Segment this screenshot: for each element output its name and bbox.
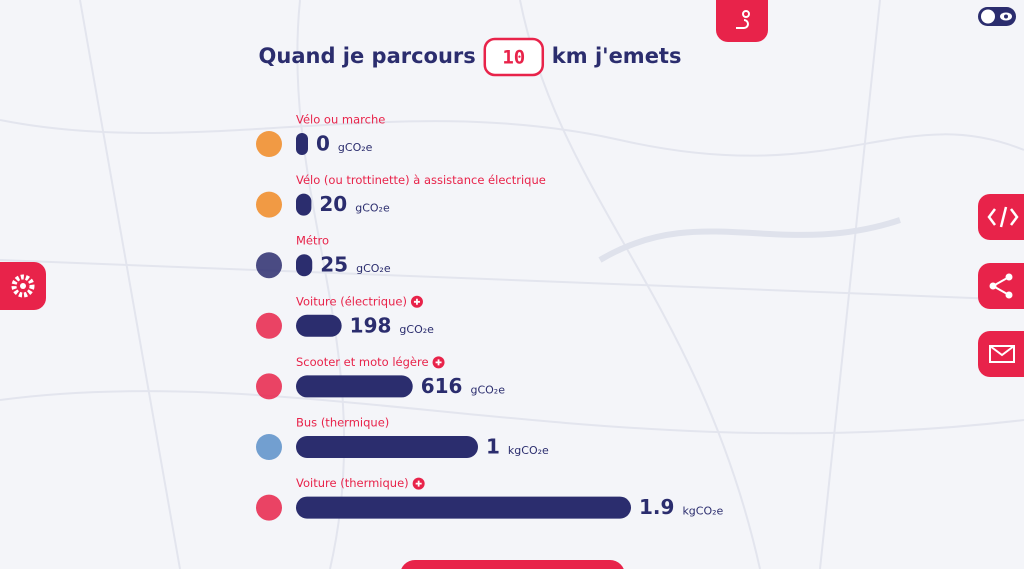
- title-after: km j'emets: [552, 44, 682, 68]
- emission-bar: [296, 436, 478, 458]
- emission-unit: gCO₂e: [338, 141, 373, 154]
- emission-bar: [296, 193, 312, 216]
- emission-value: 1.9: [639, 495, 674, 519]
- emission-value: 25: [320, 253, 348, 277]
- emission-unit: gCO₂e: [355, 202, 390, 215]
- emission-bar: [296, 496, 631, 519]
- emission-bar: [296, 375, 413, 398]
- emission-value: 198: [350, 313, 392, 337]
- info-plus: [435, 359, 442, 366]
- settings-button[interactable]: [0, 262, 46, 310]
- mode-icon: [256, 131, 282, 157]
- visibility-toggle[interactable]: [978, 7, 1016, 26]
- mode-label: Bus (thermique): [296, 416, 389, 430]
- emission-bar: [296, 314, 342, 337]
- mode-icon: [256, 252, 282, 279]
- mode-icon: [256, 373, 282, 400]
- emission-unit: gCO₂e: [470, 383, 505, 396]
- emission-unit: gCO₂e: [356, 262, 391, 275]
- title-before: Quand je parcours: [259, 44, 476, 68]
- route-button[interactable]: [716, 0, 768, 42]
- bottom-button[interactable]: [400, 560, 625, 569]
- mode-icon: [256, 434, 282, 460]
- emission-bar: [296, 254, 313, 277]
- emission-bar: [296, 133, 308, 155]
- mode-label: Vélo ou marche: [296, 113, 385, 127]
- emission-unit: kgCO₂e: [682, 505, 723, 518]
- mode-label: Vélo (ou trottinette) à assistance élect…: [296, 173, 546, 187]
- email-button[interactable]: [978, 331, 1024, 377]
- mode-icon: [256, 191, 282, 218]
- emission-unit: kgCO₂e: [508, 444, 549, 457]
- share-button[interactable]: [978, 263, 1024, 309]
- emission-value: 1: [486, 435, 500, 459]
- emission-unit: gCO₂e: [399, 323, 434, 336]
- distance-value[interactable]: 10: [502, 47, 525, 69]
- info-plus: [413, 298, 420, 305]
- mode-label: Métro: [296, 234, 329, 248]
- emission-value: 0: [316, 132, 330, 156]
- emission-value: 20: [319, 192, 347, 216]
- info-plus: [415, 480, 422, 487]
- mode-icon: [256, 494, 282, 521]
- mode-label: Voiture (électrique): [296, 294, 407, 308]
- mode-label: Voiture (thermique): [296, 476, 409, 490]
- embed-button[interactable]: [978, 194, 1024, 240]
- mode-icon: [256, 312, 282, 339]
- emission-value: 616: [421, 374, 463, 398]
- mode-label: Scooter et moto légère: [296, 355, 429, 369]
- distance-input[interactable]: [483, 37, 545, 77]
